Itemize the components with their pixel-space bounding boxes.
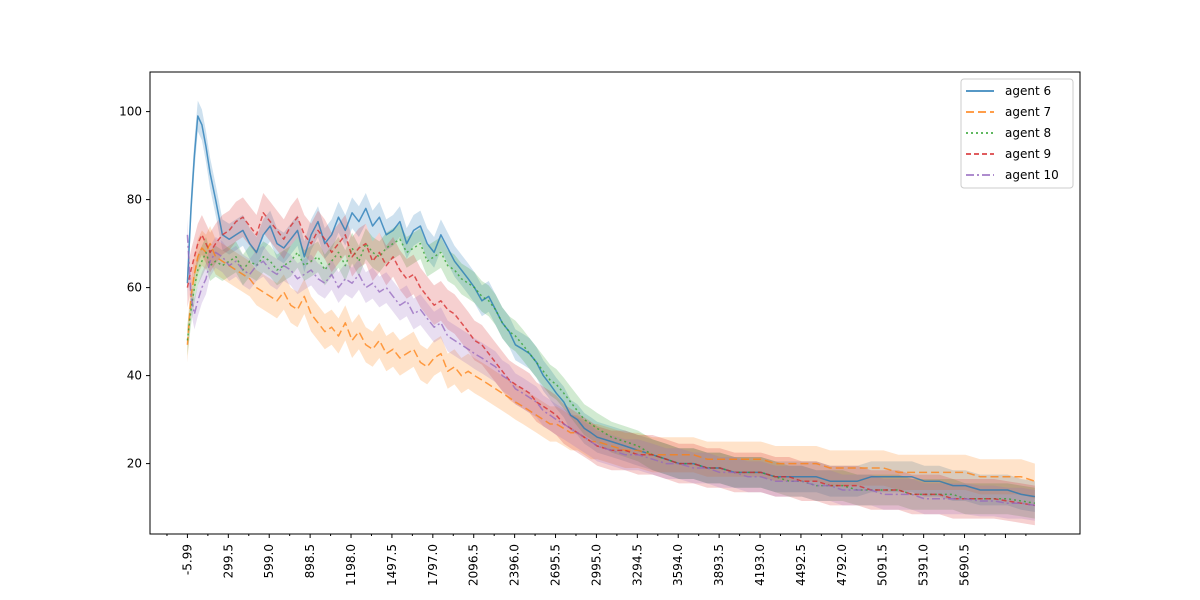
series-line-agent-10: [186, 234, 1036, 507]
x-tick-label: 5690.5: [958, 544, 972, 586]
series-line-agent-7: [186, 242, 1036, 482]
series-line-agent-6: [186, 115, 1036, 498]
x-tick-label: 299.5: [221, 544, 235, 578]
x-tick-label: 2695.5: [549, 544, 563, 586]
y-tick-label: 20: [127, 457, 142, 471]
plot-frame: [149, 71, 1081, 535]
x-tick-label: 2995.0: [589, 544, 603, 586]
legend-label: agent 6: [1005, 84, 1051, 98]
x-tick-label: 5391.0: [917, 544, 931, 586]
legend: agent 6 agent 7 agent 8 agent 9 agent 10: [960, 78, 1074, 189]
x-tick-label: -5.99: [180, 544, 194, 575]
x-tick-label: 2396.0: [508, 544, 522, 586]
y-axis: 20 40 60 80 100: [119, 105, 150, 471]
x-tick-label: 3893.5: [712, 544, 726, 586]
y-tick-label: 40: [127, 369, 142, 383]
series-line-agent-9: [186, 212, 1036, 507]
x-tick-label: 3594.0: [671, 544, 685, 586]
legend-label: agent 10: [1005, 168, 1059, 182]
x-tick-label: 1797.0: [426, 544, 440, 586]
x-tick-label: 1198.0: [344, 544, 358, 586]
band-agent-9: [187, 193, 1035, 526]
confidence-bands: [187, 100, 1035, 526]
x-tick-label: 599.0: [262, 544, 276, 578]
band-agent-7: [187, 226, 1035, 499]
y-tick-label: 60: [127, 281, 142, 295]
band-agent-8: [187, 223, 1035, 519]
x-tick-label: 898.5: [303, 544, 317, 578]
x-tick-label: 4492.5: [794, 544, 808, 586]
band-agent-10: [187, 219, 1035, 521]
series-line-agent-8: [186, 238, 1036, 504]
legend-label: agent 9: [1005, 147, 1051, 161]
legend-label: agent 7: [1005, 105, 1051, 119]
legend-label: agent 8: [1005, 126, 1051, 140]
x-tick-label: 4792.0: [835, 544, 849, 586]
y-tick-label: 100: [119, 105, 142, 119]
x-tick-label: 3294.5: [630, 544, 644, 586]
y-tick-label: 80: [127, 193, 142, 207]
x-tick-label: 5091.5: [876, 544, 890, 586]
legend-box: [960, 78, 1074, 189]
series-lines: [186, 115, 1036, 507]
x-tick-label: 2096.5: [467, 544, 481, 586]
band-agent-6: [187, 100, 1035, 512]
x-axis: -5.99 299.5 599.0 898.5 1198.0 1497.5 1797.0 20…: [166, 534, 1027, 586]
x-tick-label: 4193.0: [753, 544, 767, 586]
x-tick-label: 1497.5: [385, 544, 399, 586]
